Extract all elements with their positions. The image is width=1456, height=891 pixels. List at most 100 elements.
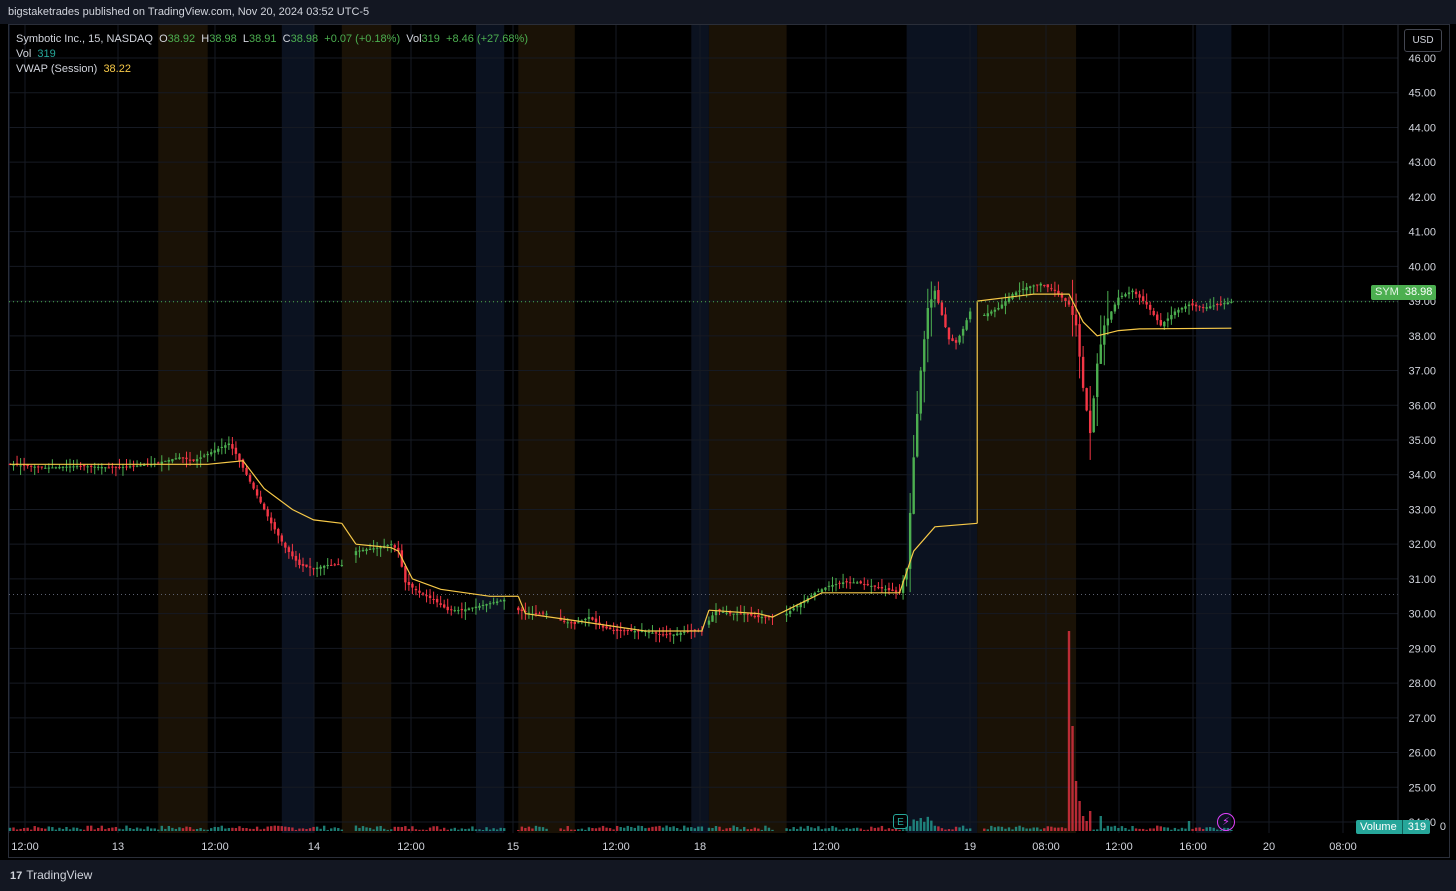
legend-volume-row[interactable]: Vol 319	[16, 47, 528, 62]
volume-bar	[968, 828, 972, 831]
volume-bar	[820, 829, 824, 831]
volume-bar	[241, 827, 245, 831]
x-tick-label: 15	[507, 841, 519, 853]
earnings-e-icon[interactable]: E	[893, 814, 908, 829]
candle-body	[33, 466, 36, 468]
volume-bar	[354, 825, 358, 831]
volume-bar	[439, 829, 442, 831]
volume-bar	[559, 828, 562, 831]
candle-body	[277, 529, 280, 536]
candle-body	[887, 588, 891, 591]
volume-bar	[224, 828, 227, 831]
x-tick-label: 16:00	[1179, 841, 1207, 853]
candle-body	[859, 581, 862, 584]
volume-bar	[432, 826, 435, 831]
volume-bar	[640, 826, 644, 831]
candle-body	[457, 610, 460, 612]
candle-body	[231, 444, 234, 449]
candle-body	[372, 548, 375, 550]
candle-body	[139, 465, 142, 467]
volume-bar	[1103, 828, 1106, 831]
volume-bar	[753, 827, 757, 831]
volume-bar	[19, 828, 22, 831]
candle-body	[1081, 356, 1085, 388]
candle-body	[220, 446, 223, 448]
vwap-line-0	[10, 460, 342, 524]
candle-body	[1096, 363, 1099, 397]
candle-body	[901, 580, 905, 593]
candle-body	[174, 458, 178, 460]
volume-bar	[273, 825, 276, 831]
candle-body	[845, 581, 848, 583]
candle-body	[1156, 314, 1159, 321]
candle-body	[407, 582, 411, 585]
x-tick-label: 12:00	[397, 841, 425, 853]
candle-body	[838, 582, 841, 584]
candle-body	[330, 564, 333, 566]
y-tick-label: 31.00	[1408, 574, 1436, 586]
volume-bar	[93, 829, 96, 831]
candle-body	[661, 634, 665, 636]
currency-button[interactable]: USD	[1404, 29, 1442, 52]
candle-body	[601, 625, 605, 628]
lightning-icon[interactable]: ⚡	[1217, 813, 1235, 831]
candle-body	[1060, 294, 1064, 298]
tradingview-brand[interactable]: 17 TradingView	[10, 868, 92, 882]
candle-body	[725, 612, 728, 614]
y-tick-label: 33.00	[1408, 504, 1436, 516]
volume-bar	[852, 828, 855, 831]
candle-body	[905, 568, 908, 580]
candle-body	[605, 626, 608, 629]
volume-bar	[111, 827, 114, 831]
candle-body	[1223, 303, 1226, 305]
candle-body	[813, 592, 817, 596]
candle-body	[333, 564, 336, 566]
candle-body	[1004, 301, 1007, 306]
volume-bar	[683, 825, 686, 831]
volume-bar	[891, 828, 894, 831]
candle-body	[623, 630, 626, 632]
volume-bar	[1043, 828, 1046, 831]
volume-bar	[474, 829, 478, 831]
legend-low-value: 38.91	[249, 33, 277, 45]
volume-bar	[563, 829, 566, 831]
volume-bar	[330, 828, 333, 831]
volume-bar	[132, 828, 135, 831]
volume-bar	[234, 828, 238, 831]
candle-body	[651, 632, 654, 634]
y-tick-label: 42.00	[1408, 192, 1436, 204]
candle-body	[1099, 344, 1102, 364]
candle-body	[810, 595, 813, 598]
y-tick-label: 38.00	[1408, 331, 1436, 343]
volume-bar	[361, 826, 365, 831]
candle-body	[637, 630, 640, 632]
candle-body	[1067, 300, 1071, 305]
volume-bar	[1081, 816, 1085, 831]
volume-bar	[813, 828, 817, 831]
volume-bar	[601, 825, 605, 831]
volume-bar	[259, 829, 262, 831]
candle-body	[1028, 286, 1032, 289]
volume-bar	[72, 827, 75, 831]
volume-bar	[739, 829, 742, 831]
volume-bar	[594, 828, 598, 831]
volume-bar	[693, 828, 697, 831]
volume-bar	[894, 828, 898, 831]
candle-body	[213, 450, 216, 453]
volume-bar	[1170, 829, 1173, 831]
legend-vwap-row[interactable]: VWAP (Session) 38.22	[16, 62, 528, 77]
candle-body	[566, 622, 569, 624]
volume-bar	[584, 829, 587, 831]
x-tick-label: 12:00	[11, 841, 39, 853]
volume-bar	[503, 828, 506, 831]
candle-body	[199, 457, 202, 459]
candle-body	[1166, 318, 1170, 321]
volume-bar	[492, 828, 495, 831]
volume-bar	[368, 827, 372, 831]
candle-body	[735, 613, 739, 615]
legend-symbol[interactable]: Symbotic Inc., 15, NASDAQ	[16, 33, 153, 45]
volume-bar	[848, 828, 852, 831]
candle-body	[245, 467, 248, 475]
candle-body	[1209, 306, 1212, 309]
